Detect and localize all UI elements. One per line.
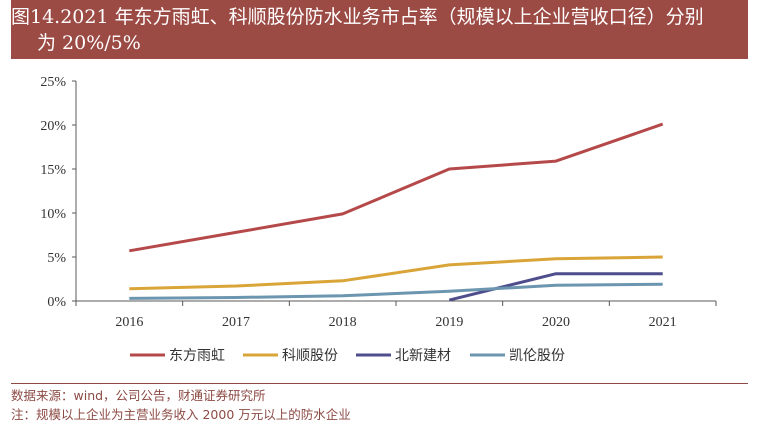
legend-label: 北新建材 xyxy=(395,348,451,364)
y-tick-label: 25% xyxy=(40,75,66,90)
legend-label: 凯伦股份 xyxy=(509,348,565,364)
data-source-text: 数据来源：wind，公司公告，财通证券研究所 xyxy=(11,388,266,403)
legend-label: 科顺股份 xyxy=(282,348,338,364)
legend-label: 东方雨虹 xyxy=(169,348,225,364)
x-tick-label: 2017 xyxy=(222,315,250,330)
x-tick-label: 2016 xyxy=(115,315,143,330)
series-line-2 xyxy=(129,255,663,291)
legend-item: 凯伦股份 xyxy=(470,348,565,364)
footer-divider xyxy=(11,383,748,384)
legend: 东方雨虹 科顺股份 北新建材 凯伦股份 xyxy=(130,348,565,364)
series-line-3 xyxy=(448,272,663,302)
y-tick-label: 0% xyxy=(47,295,66,310)
x-tick-label: 2020 xyxy=(542,315,570,330)
y-tick-label: 10% xyxy=(40,207,66,222)
legend-item: 北新建材 xyxy=(356,348,451,364)
x-tick-label: 2018 xyxy=(329,315,357,330)
footer: 数据来源：wind，公司公告，财通证券研究所 注：规模以上企业为主营业务收入 2… xyxy=(11,386,351,424)
figure-title-bar: 图14.2021 年东方雨虹、科顺股份防水业务市占率（规模以上企业营收口径）分别… xyxy=(11,0,748,59)
x-axis-ticks: 2016 2017 2018 2019 2020 2021 xyxy=(75,301,717,330)
series-line-1 xyxy=(129,122,664,253)
legend-item: 科顺股份 xyxy=(243,348,338,364)
y-axis-ticks: 0% 5% 10% 15% 20% 25% xyxy=(40,75,76,310)
series-lines xyxy=(129,122,664,302)
figure-title-line-1: 图14.2021 年东方雨虹、科顺股份防水业务市占率（规模以上企业营收口径）分别 xyxy=(11,6,704,28)
figure-title-line-2: 为 20%/5% xyxy=(37,32,141,54)
legend-item: 东方雨虹 xyxy=(130,348,225,364)
y-tick-label: 5% xyxy=(47,251,66,266)
line-chart: 0% 5% 10% 15% 20% 25% 2016 2017 2018 2019 2020 202… xyxy=(40,75,717,364)
series-line-4 xyxy=(129,282,663,300)
x-tick-label: 2019 xyxy=(435,315,463,330)
x-tick-label: 2021 xyxy=(649,315,677,330)
footnote-text: 注：规模以上企业为主营业务收入 2000 万元以上的防水企业 xyxy=(11,407,351,422)
y-tick-label: 15% xyxy=(40,163,66,178)
y-tick-label: 20% xyxy=(40,119,66,134)
